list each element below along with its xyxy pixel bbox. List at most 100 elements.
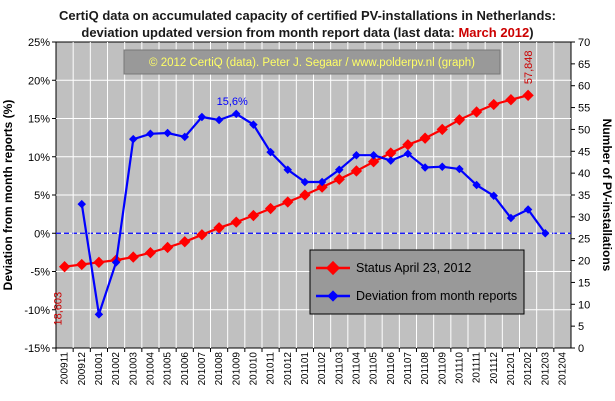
left-tick-label: 20% [28,75,50,87]
legend-box [309,249,525,315]
data-point [438,162,447,171]
x-tick-label: 201204 [557,352,568,386]
title-prefix: deviation updated version from month rep… [81,25,459,40]
right-tick-label: 30 [578,212,590,224]
data-point [197,112,207,122]
data-point [299,189,311,201]
x-tick-label: 201005 [163,352,174,386]
data-point [472,180,481,190]
data-point [369,150,378,160]
data-point [455,164,464,174]
legend-status-label: Status April 23, 2012 [356,261,471,275]
data-point [196,229,208,241]
right-tick-label: 60 [578,81,590,93]
x-tick-label: 201103 [334,352,345,385]
x-tick-label: 201203 [540,352,551,386]
left-y-ticks: -15% -10% -5% 0% 5% 10% 15% 20% 25% [24,37,56,355]
credit-text: © 2012 CertiQ (data). Peter J. Segaar / … [149,57,475,69]
data-point [506,213,516,223]
x-ticks: 200911 200912 201001 201002 201003 201004 2010… [55,348,568,386]
data-point [213,222,225,234]
left-tick-label: 15% [28,114,50,126]
series-deviation [77,109,550,319]
x-tick-label: 201106 [386,352,397,385]
data-point [282,196,294,208]
data-point [230,216,242,228]
data-point [300,177,310,187]
series-status-april [58,89,534,273]
data-point [232,109,241,119]
x-tick-label: 201010 [248,352,259,386]
series-line [80,112,547,315]
data-point [264,202,277,215]
data-point [385,147,397,159]
data-point [489,191,498,201]
data-point [111,258,121,267]
left-tick-label: -15% [24,343,50,355]
data-point [127,251,139,263]
data-point [179,236,191,248]
x-tick-label: 201105 [369,352,380,385]
x-tick-label: 201107 [403,352,414,385]
left-tick-label: 0% [34,228,50,240]
x-tick-label: 201004 [145,352,156,386]
left-tick-label: 25% [28,37,50,49]
legend-status-marker [325,260,341,276]
x-tick-label: 201007 [197,352,208,386]
left-y-axis-label: Deviation from month reports (%) [1,100,15,291]
x-tick-label: 201101 [300,352,311,385]
x-tick-label: 201112 [489,352,500,384]
x-tick-label: 200911 [60,352,71,385]
left-tick-label: 10% [28,152,50,164]
right-y-axis-label: Number of PV-installations [600,119,614,272]
right-tick-label: 15 [578,277,590,289]
x-tick-label: 201111 [472,352,483,384]
right-tick-label: 65 [578,59,590,71]
x-tick-label: 201011 [266,352,277,385]
right-tick-label: 45 [578,146,590,158]
legend-deviation-label: Deviation from month reports [356,289,517,303]
data-point [129,134,138,144]
data-point [317,177,327,187]
right-tick-label: 0 [578,343,584,355]
data-point [352,150,361,160]
data-point [386,156,395,165]
left-tick-label: 5% [34,190,50,202]
left-tick-label: -10% [24,305,50,317]
data-point [146,129,155,139]
data-point [350,165,363,177]
right-tick-label: 10 [578,299,590,311]
right-tick-label: 50 [578,124,590,136]
x-tick-label: 201009 [231,352,242,386]
right-tick-label: 25 [578,234,590,246]
data-point [419,132,431,144]
data-point [94,310,104,319]
data-point [402,139,414,151]
right-tick-label: 55 [578,103,590,115]
data-point [316,181,328,193]
right-tick-label: 35 [578,190,590,202]
x-tick-label: 201104 [351,352,362,385]
right-tick-label: 70 [578,37,590,49]
x-tick-label: 201008 [214,352,225,386]
data-point [266,147,275,157]
right-y-ticks: 0 5 10 15 20 25 30 35 40 45 50 55 60 65 70 [571,37,590,355]
x-tick-label: 200912 [77,352,88,386]
x-tick-label: 201108 [420,352,431,385]
right-tick-label: 20 [578,256,590,268]
data-point [58,261,71,273]
data-point [161,241,174,254]
data-point [247,209,260,222]
x-tick-label: 201201 [506,352,517,386]
x-tick-label: 201202 [523,352,534,386]
x-tick-label: 201003 [128,352,139,386]
data-point [180,132,189,142]
peak-annotation: 15,6% [217,96,248,108]
x-tick-label: 201110 [454,352,465,384]
x-tick-label: 201001 [94,352,105,386]
right-tick-label: 5 [578,321,584,333]
data-point [335,165,344,174]
data-point [249,120,258,129]
